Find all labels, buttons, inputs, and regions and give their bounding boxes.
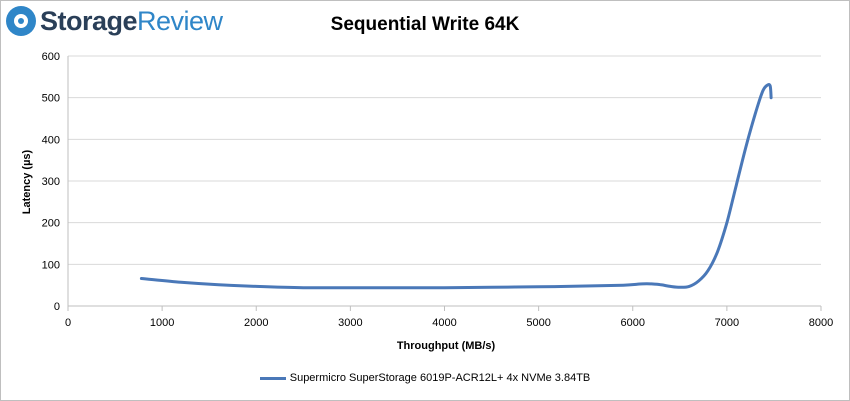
brand-part1: Storage	[40, 5, 138, 36]
x-tick-label: 5000	[526, 317, 550, 329]
y-tick-label: 600	[42, 51, 60, 63]
y-tick-label: 100	[42, 259, 60, 271]
brand-logo-icon	[6, 6, 36, 36]
x-tick-label: 7000	[715, 317, 739, 329]
legend-swatch	[259, 376, 286, 380]
legend: Supermicro SuperStorage 6019P-ACR12L+ 4x…	[0, 372, 850, 384]
y-tick-label: 500	[42, 93, 60, 105]
x-tick-label: 3000	[338, 317, 362, 329]
x-tick-labels: 0 1000 2000 3000 4000 5000 6000 7000 8000	[65, 317, 833, 329]
legend-label: Supermicro SuperStorage 6019P-ACR12L+ 4x…	[289, 372, 591, 384]
y-tick-label: 0	[54, 301, 60, 313]
chart-title: Sequential Write 64K	[330, 14, 520, 35]
x-tick-label: 4000	[432, 317, 456, 329]
x-tick-label: 0	[65, 317, 71, 329]
y-axis-label: Latency (µs)	[21, 149, 33, 214]
brand-logo-text: StorageReview	[40, 6, 223, 37]
grid-lines	[68, 55, 821, 265]
x-tick-label: 8000	[809, 317, 833, 329]
x-tick-label: 1000	[150, 317, 174, 329]
y-tick-label: 400	[42, 134, 60, 146]
y-tick-labels: 0 100 200 300 400 500 600	[42, 51, 60, 313]
axes	[67, 56, 822, 311]
y-tick-label: 200	[42, 218, 60, 230]
y-tick-label: 300	[42, 176, 60, 188]
brand-logo: StorageReview	[6, 4, 223, 38]
series-group	[139, 82, 773, 290]
series-line-0	[139, 82, 773, 290]
x-axis-label: Throughput (MB/s)	[397, 340, 496, 352]
brand-part2: Review	[137, 5, 223, 36]
x-tick-label: 2000	[244, 317, 268, 329]
x-tick-label: 6000	[621, 317, 645, 329]
